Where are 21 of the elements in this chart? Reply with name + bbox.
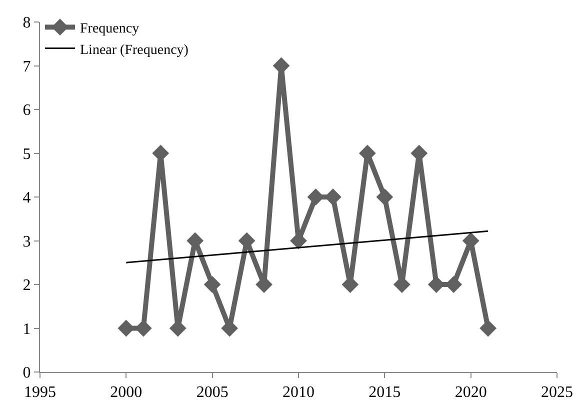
x-tick-label: 2020 — [454, 384, 487, 402]
x-tick-label: 1995 — [24, 384, 56, 402]
y-tick-label: 7 — [22, 58, 31, 76]
x-tick-label: 2010 — [282, 384, 314, 402]
legend-label: Linear (Frequency) — [80, 42, 189, 58]
x-tick-label: 2025 — [541, 384, 573, 402]
y-tick-label: 1 — [22, 320, 31, 338]
point — [204, 276, 221, 293]
legend-label: Frequency — [80, 22, 140, 37]
point — [480, 320, 497, 337]
y-tick-label: 5 — [22, 146, 31, 163]
y-tick-label: 0 — [22, 364, 31, 382]
x-tick-label: 2005 — [196, 384, 228, 402]
y-tick-label: 2 — [22, 277, 31, 294]
y-tick-label: 3 — [22, 233, 31, 250]
x-tick-label: 2015 — [368, 384, 401, 402]
point — [376, 188, 394, 206]
y-tick-label: 6 — [22, 102, 31, 120]
x-tick-label: 2000 — [110, 384, 142, 402]
y-tick-label: 8 — [22, 14, 31, 32]
y-tick-label: 4 — [22, 190, 31, 207]
